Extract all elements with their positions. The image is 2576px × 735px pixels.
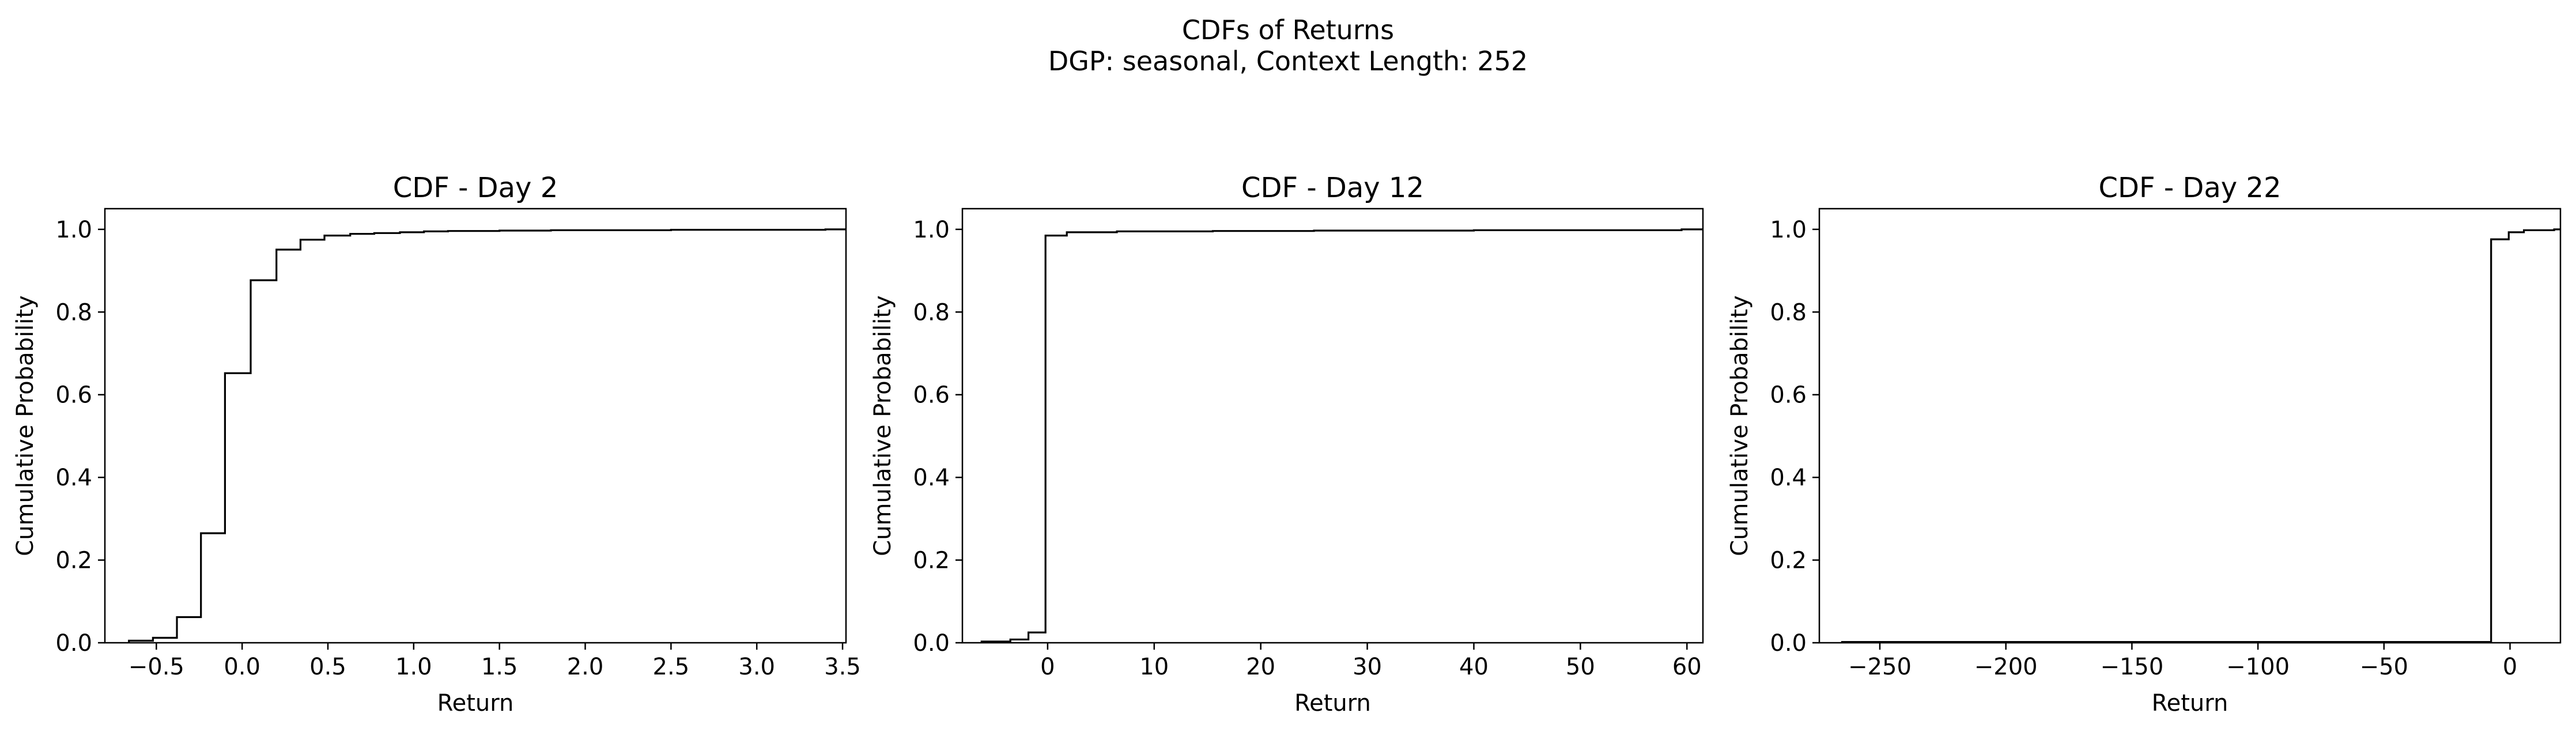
- subplot-2: CDF - Day 12 0 10 20 30 40 50 60 0.0 0.2 0.4 0.6 0.8…: [870, 172, 1704, 717]
- x-tick-label: 0.0: [224, 654, 260, 680]
- x-tick-label: 1.0: [395, 654, 432, 680]
- x-tick-label: −250: [1848, 654, 1912, 680]
- y-tick-label: 0.2: [913, 548, 950, 574]
- axes-frame: [961, 208, 1704, 644]
- x-axis-label: Return: [437, 690, 514, 717]
- x-tick-label: 3.5: [824, 654, 861, 680]
- subplot-title: CDF - Day 22: [2098, 172, 2281, 204]
- y-tick-label: 0.0: [1770, 630, 1807, 657]
- x-tick-label: 10: [1139, 654, 1169, 680]
- y-tick-label: 0.2: [55, 548, 92, 574]
- x-tick-label: 50: [1566, 654, 1595, 680]
- cdf-step-line: [980, 228, 1703, 643]
- y-tick-label: 0.2: [1770, 548, 1807, 574]
- x-tick-label: 3.0: [738, 654, 775, 680]
- y-tick-label: 0.4: [55, 465, 92, 491]
- x-tick-label: 30: [1353, 654, 1382, 680]
- subplot-1: CDF - Day 2 −0.5 0.0 0.5 1.0 1.5 2.0 2.5 3.0 3.5 0…: [12, 172, 861, 717]
- figure-suptitle: CDFs of Returns: [1181, 14, 1395, 46]
- y-tick-label: 0.8: [1770, 299, 1807, 326]
- y-tick-label: 1.0: [913, 217, 950, 243]
- x-tick-label: 0: [1040, 654, 1055, 680]
- cdf-step-line: [128, 228, 846, 643]
- x-tick-label: 1.5: [481, 654, 518, 680]
- subplot-title: CDF - Day 2: [393, 172, 558, 204]
- x-axis-label: Return: [2152, 690, 2228, 717]
- y-axis-label: Cumulative Probability: [870, 295, 896, 556]
- figure-subtitle: DGP: seasonal, Context Length: 252: [1048, 46, 1528, 77]
- x-tick-label: 2.0: [567, 654, 604, 680]
- x-tick-label: 2.5: [653, 654, 690, 680]
- subplot-title: CDF - Day 12: [1241, 172, 1424, 204]
- x-tick-label: 20: [1246, 654, 1275, 680]
- y-tick-label: 0.6: [55, 382, 92, 409]
- y-tick-label: 0.4: [1770, 465, 1807, 491]
- y-tick-label: 0.6: [1770, 382, 1807, 409]
- x-tick-label: 40: [1459, 654, 1489, 680]
- x-tick-label: 0.5: [309, 654, 346, 680]
- x-tick-label: −0.5: [129, 654, 184, 680]
- y-axis-label: Cumulative Probability: [1727, 295, 1753, 556]
- x-tick-label: −150: [2100, 654, 2163, 680]
- y-tick-label: 1.0: [1770, 217, 1807, 243]
- x-tick-label: 60: [1672, 654, 1702, 680]
- x-tick-label: 0: [2503, 654, 2517, 680]
- subplot-3: CDF - Day 22 −250 −200 −150 −100 −50 0 0.0 0.2 0.…: [1727, 172, 2562, 717]
- y-tick-label: 0.0: [913, 630, 950, 657]
- axes-frame: [104, 208, 847, 644]
- x-axis-label: Return: [1294, 690, 1371, 717]
- y-tick-label: 0.0: [55, 630, 92, 657]
- x-tick-label: −100: [2226, 654, 2290, 680]
- x-tick-label: −200: [1974, 654, 2038, 680]
- y-tick-label: 0.8: [913, 299, 950, 326]
- y-tick-label: 0.6: [913, 382, 950, 409]
- y-tick-label: 0.8: [55, 299, 92, 326]
- y-axis-label: Cumulative Probability: [12, 295, 39, 556]
- axes-frame: [1818, 208, 2562, 644]
- y-tick-label: 1.0: [55, 217, 92, 243]
- x-tick-label: −50: [2360, 654, 2408, 680]
- cdf-step-line: [1841, 228, 2560, 643]
- y-tick-label: 0.4: [913, 465, 950, 491]
